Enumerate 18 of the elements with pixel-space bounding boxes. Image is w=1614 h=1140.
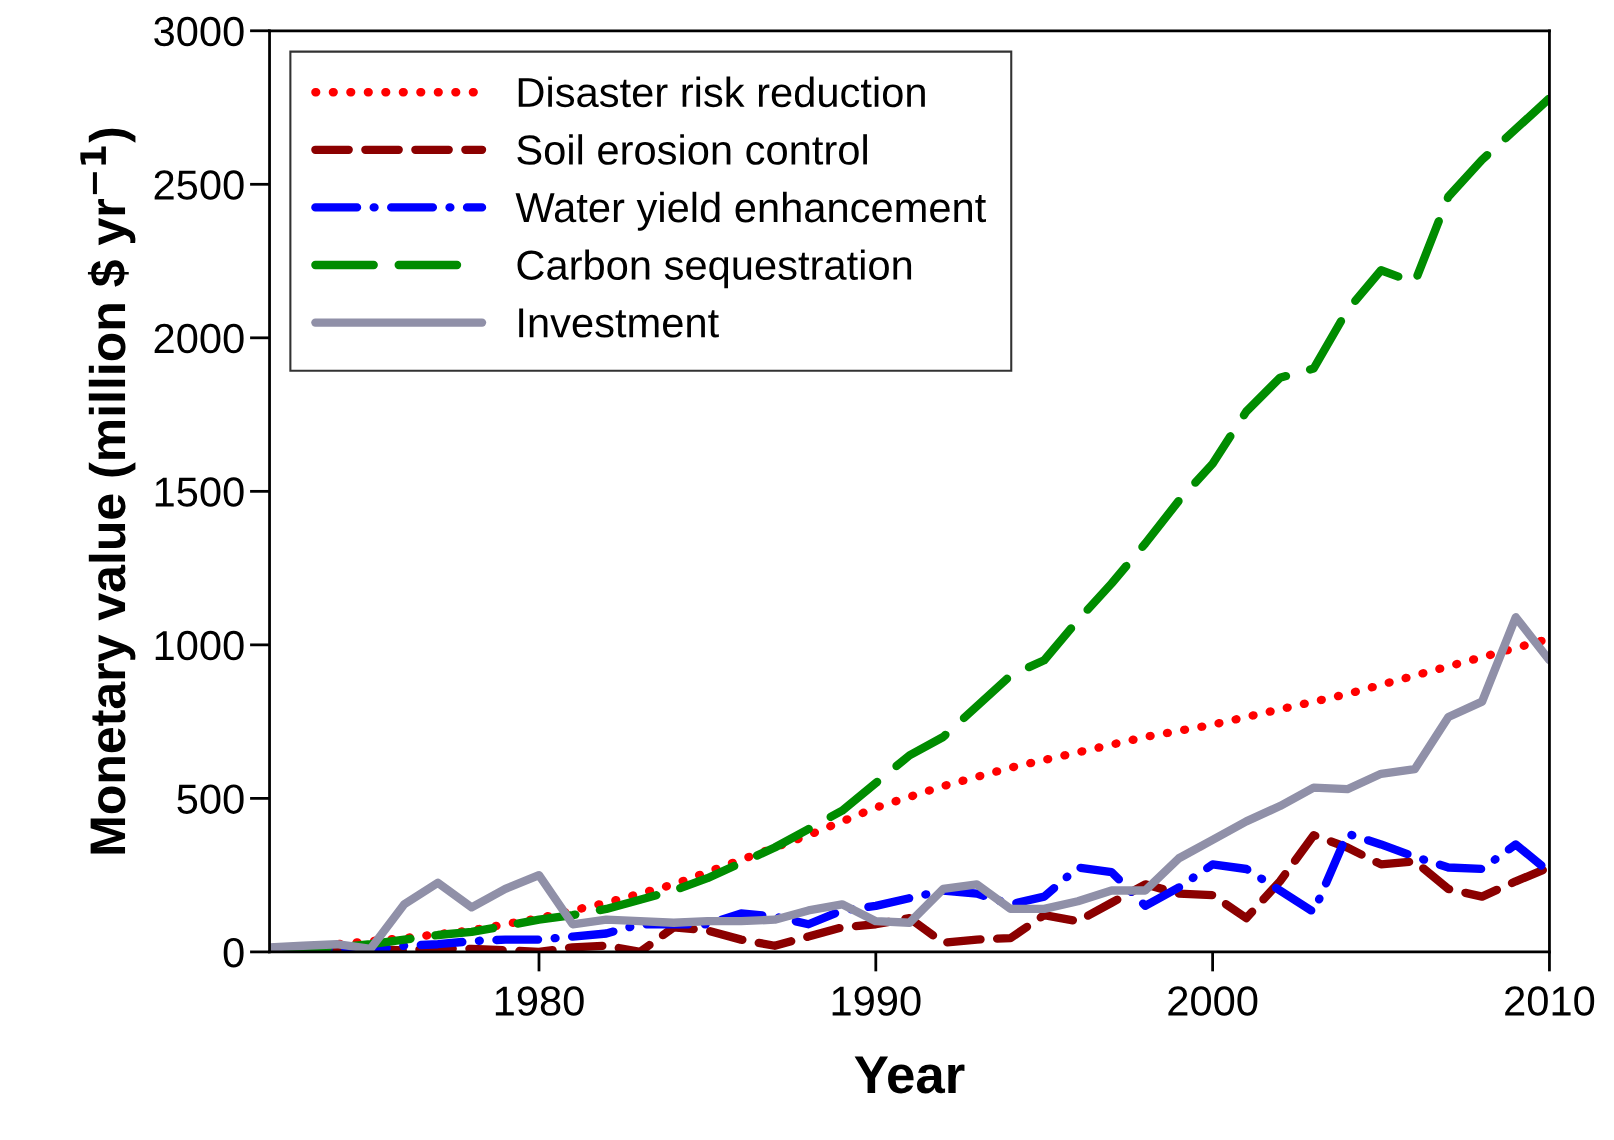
legend-label: Disaster risk reduction bbox=[518, 76, 925, 108]
y-tick-label: 1000 bbox=[155, 630, 244, 661]
y-axis-title: Monetary value (million $ yr$^{−1}$) bbox=[80, 128, 136, 854]
legend-label: Soil erosion control bbox=[517, 134, 867, 165]
y-tick-label: 0 bbox=[223, 937, 244, 968]
x-axis-title: Year bbox=[854, 1056, 965, 1094]
y-tick-label: 500 bbox=[177, 784, 244, 814]
legend-label: Carbon sequestration bbox=[517, 249, 912, 289]
legend-label: Water yield enhancement bbox=[515, 191, 986, 231]
y-tick-label: 2500 bbox=[154, 170, 244, 200]
y-tick-label: 1500 bbox=[155, 477, 244, 507]
x-tick-label: 2010 bbox=[1505, 986, 1595, 1016]
x-tick-label: 2000 bbox=[1168, 986, 1258, 1016]
y-tick-label: 2000 bbox=[154, 323, 244, 354]
legend-label: Investment bbox=[519, 308, 719, 338]
x-tick-label: 1990 bbox=[832, 986, 921, 1016]
y-tick-label: 3000 bbox=[154, 16, 244, 47]
x-tick-label: 1980 bbox=[495, 986, 584, 1016]
